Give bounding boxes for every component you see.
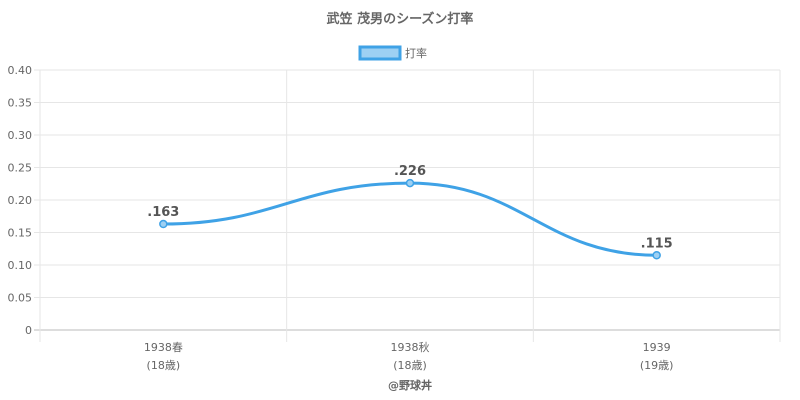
x-axis: 1938春 (18歳) 1938秋 (18歳) 1939 (19歳): [144, 340, 674, 372]
series-line: [163, 181, 657, 257]
credit-text: @野球丼: [388, 378, 432, 392]
y-tick-label: 0: [25, 324, 32, 337]
data-point: [405, 178, 415, 188]
y-tick-label: 0.05: [8, 292, 33, 305]
x-tick-label: 1938秋: [391, 340, 430, 354]
data-label: .115: [641, 236, 673, 251]
x-tick-label: 1938春: [144, 341, 183, 354]
y-tick-label: 0.30: [8, 129, 33, 142]
legend-label: 打率: [405, 46, 427, 60]
y-tick-label: 0.20: [8, 194, 33, 207]
legend-swatch: [358, 45, 402, 61]
x-tick-sublabel: (18歳): [393, 359, 427, 372]
y-tick-label: 0.40: [8, 64, 33, 77]
y-tick-label: 0.25: [8, 162, 33, 175]
data-label: .163: [147, 205, 179, 220]
data-point: [159, 219, 168, 229]
y-tick-label: 0.10: [8, 259, 33, 272]
chart-title: 武笠 茂男のシーズン打率: [327, 11, 474, 27]
y-tick-label: 0.35: [8, 97, 33, 110]
y-axis: 0 0.05 0.10 0.15 0.20 0.25 0.30 0.35 0.40: [8, 64, 33, 337]
x-tick-sublabel: (19歳): [640, 359, 674, 372]
x-tick-sublabel: (18歳): [147, 359, 181, 372]
data-point: [652, 251, 661, 260]
data-labels: .163 .226 .115: [147, 164, 672, 251]
legend[interactable]: 打率: [358, 45, 427, 61]
data-label: .226: [394, 164, 426, 179]
y-tick-label: 0.15: [8, 227, 33, 240]
x-tick-label: 1939: [643, 341, 671, 354]
series-batting-average: [159, 178, 661, 260]
grid: [34, 69, 781, 342]
